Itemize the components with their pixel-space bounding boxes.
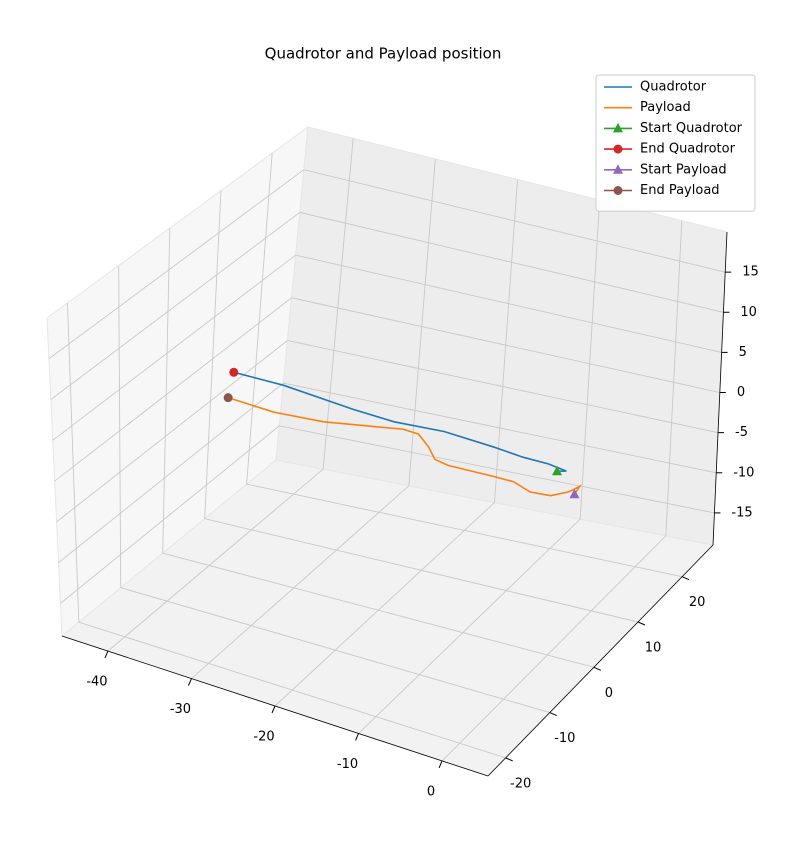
x-tick-label: -30	[170, 702, 191, 717]
z-axis	[712, 231, 728, 546]
x-tick-label: -20	[253, 730, 274, 745]
grid-line	[107, 138, 354, 652]
grid-line	[50, 211, 724, 400]
grid-line	[48, 169, 726, 360]
grid-line	[58, 382, 717, 563]
y-tick-label: -20	[510, 776, 531, 791]
legend-label: Quadrotor	[640, 80, 707, 95]
grid-line	[54, 297, 720, 482]
x-tick-label: 0	[427, 784, 435, 799]
z-tick-label: 15	[742, 265, 759, 280]
grid-line	[162, 228, 594, 668]
chart-title: Quadrotor and Payload position	[265, 45, 502, 63]
marker	[229, 367, 239, 377]
z-tick-label: -5	[735, 425, 748, 440]
grid-line	[67, 303, 506, 759]
grid-line	[118, 265, 550, 714]
x-tick	[104, 650, 109, 659]
marker	[613, 144, 623, 154]
y-axis	[487, 544, 714, 777]
x-tick	[438, 760, 443, 769]
z-tick-label: -10	[733, 465, 754, 480]
y-tick-label: -10	[554, 731, 575, 746]
legend-label: End Quadrotor	[640, 142, 736, 157]
y-tick-label: 20	[689, 595, 706, 610]
x-tick-label: -10	[337, 757, 358, 772]
legend-box	[595, 74, 756, 212]
legend-label: Start Quadrotor	[640, 121, 743, 136]
y-tick	[549, 712, 557, 717]
marker	[613, 164, 623, 174]
trajectory	[227, 396, 583, 497]
legend-label: Start Payload	[640, 162, 727, 177]
z-tick-label: 0	[737, 385, 745, 400]
x-tick	[355, 733, 359, 741]
marker	[223, 393, 233, 403]
y-tick	[637, 621, 646, 626]
legend: Quadrotor Payload Start Quadrotor End Quadr…	[595, 74, 756, 212]
x-tick	[188, 678, 192, 686]
x-axis	[61, 635, 489, 777]
y-tick	[593, 666, 602, 671]
grid-line	[60, 425, 715, 604]
marker	[613, 122, 623, 133]
z-tick-label: 10	[740, 305, 757, 320]
z-tick-label: 5	[739, 345, 747, 360]
grid-line	[204, 190, 639, 623]
grid-line	[52, 254, 722, 441]
grid-line	[246, 153, 683, 578]
x-tick-label: -40	[86, 675, 107, 690]
marker	[569, 488, 580, 499]
y-tick-label: 0	[605, 686, 613, 701]
grid-line	[358, 200, 601, 734]
grid-line	[191, 158, 436, 679]
z-tick-label: -15	[731, 505, 752, 520]
grid-line	[274, 179, 518, 707]
legend-label: Payload	[640, 100, 691, 115]
y-tick	[681, 576, 690, 581]
marker	[613, 186, 623, 195]
grid-line	[441, 220, 683, 762]
grid-line	[56, 339, 719, 523]
marker	[552, 465, 563, 476]
y-tick	[505, 757, 513, 762]
y-tick-label: 10	[645, 641, 662, 656]
legend-label: End Payload	[640, 183, 720, 198]
x-tick	[271, 705, 276, 714]
